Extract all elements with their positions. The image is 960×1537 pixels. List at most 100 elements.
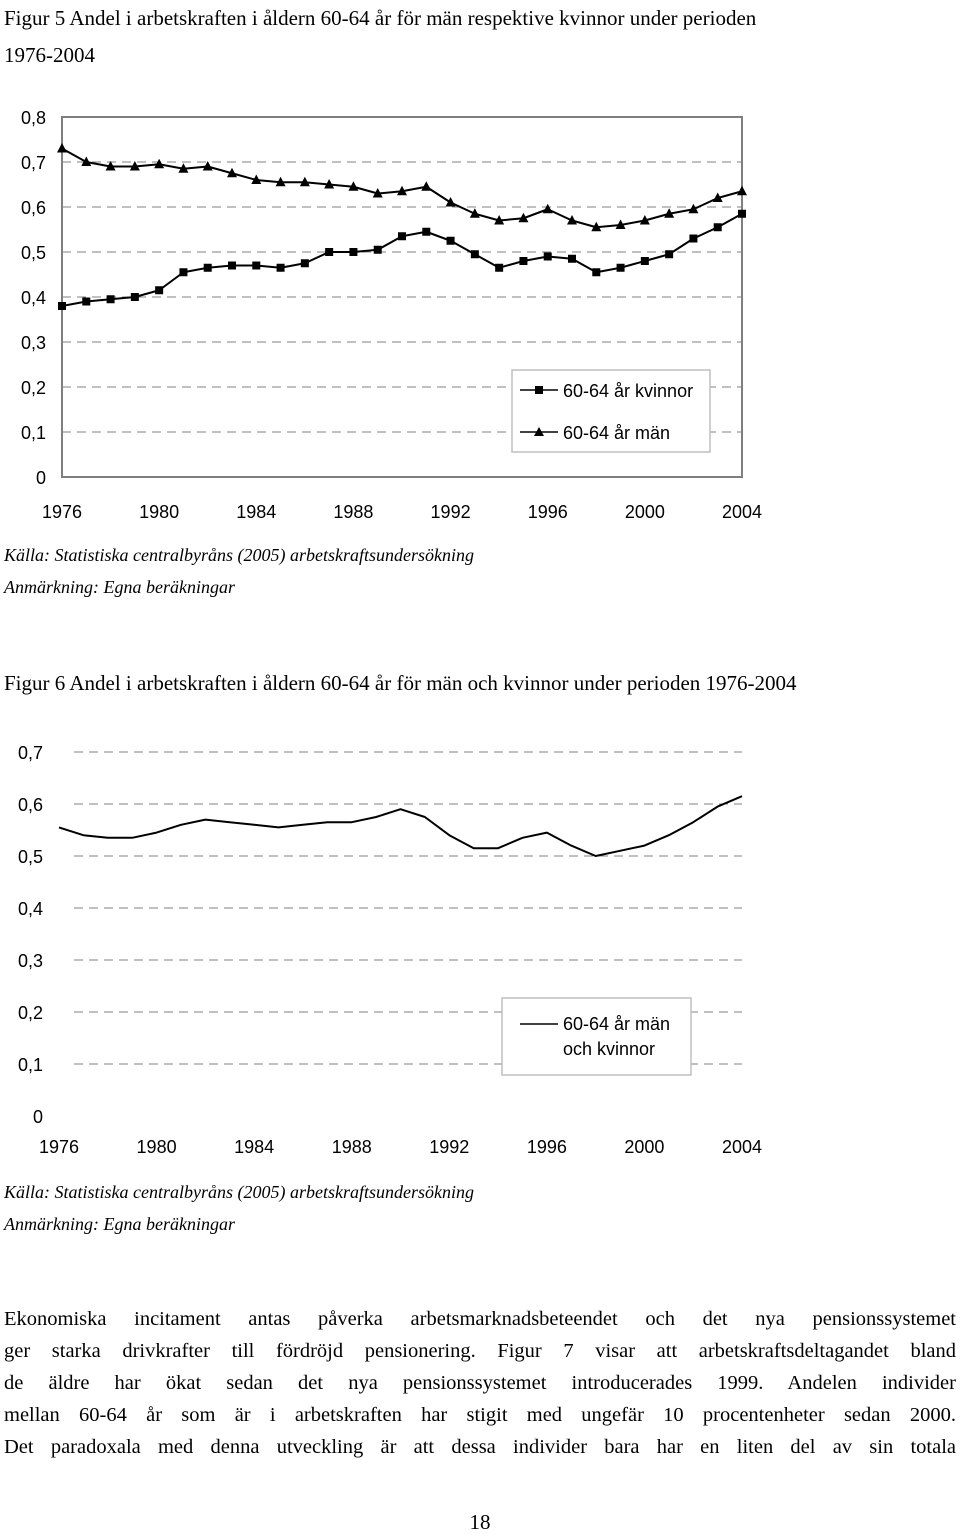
figure5-legend-box: [511, 369, 711, 453]
x-tick-label: 1980: [137, 1137, 177, 1157]
data-point-square: [495, 263, 504, 272]
x-tick-label: 1992: [431, 502, 471, 522]
data-point-triangle: [469, 208, 480, 218]
series-line-1: [58, 795, 743, 857]
data-point-triangle: [178, 163, 189, 173]
x-tick-label: 1996: [527, 1137, 567, 1157]
x-tick-label: 1992: [429, 1137, 469, 1157]
data-point-square: [422, 227, 431, 236]
data-point-triangle: [129, 161, 140, 171]
x-tick-label: 1988: [332, 1137, 372, 1157]
x-tick-label: 1996: [528, 502, 568, 522]
data-point-triangle: [227, 167, 237, 178]
figure6-y-tick-labels: 0 0,1 0,2 0,3 0,4 0,5 0,6 0,7: [18, 743, 43, 1127]
y-tick-label: 0,2: [21, 378, 46, 398]
data-point-triangle: [348, 181, 359, 191]
data-point-square: [713, 223, 722, 232]
legend-kvinnor-square-icon: [535, 386, 543, 394]
paragraph-line-5: Det paradoxala med denna utveckling är a…: [4, 1436, 956, 1458]
data-point-square: [592, 268, 601, 277]
data-point-triangle: [299, 176, 310, 187]
data-point-square: [543, 252, 552, 261]
body-paragraph: Ekonomiska incitament antas påverka arbe…: [4, 1303, 956, 1463]
paragraph-line-3: de äldre har ökat sedan det nya pensions…: [4, 1372, 956, 1394]
figure6-remark: Anmärkning: Egna beräkningar: [4, 1214, 235, 1234]
y-tick-label: 0,1: [18, 1055, 43, 1075]
y-tick-label: 0,7: [18, 743, 43, 763]
figure6-chart: 00,10,20,30,40,50,60,7 1976 1980 1984 1988 1…: [18, 743, 762, 1157]
x-tick-label: 1980: [139, 502, 179, 522]
data-point-square: [276, 263, 285, 272]
data-point-square: [349, 248, 358, 256]
data-point-triangle: [639, 215, 650, 225]
figure5-title-line2: 1976-2004: [4, 43, 95, 67]
data-point-triangle: [275, 176, 286, 187]
data-point-triangle: [421, 181, 432, 191]
data-point-triangle: [737, 185, 747, 196]
data-point-triangle: [615, 219, 626, 229]
data-point-triangle: [154, 158, 165, 169]
figure6-legend-box: [501, 997, 692, 1076]
x-tick-label: 1988: [333, 502, 373, 522]
legend-combined-label-line2: och kvinnor: [563, 1039, 655, 1059]
data-point-square: [519, 257, 528, 265]
y-tick-label: 0,6: [21, 198, 46, 218]
y-tick-label: 0,2: [18, 1003, 43, 1023]
data-point-triangle: [372, 188, 383, 198]
y-tick-label: 0,1: [21, 423, 46, 443]
y-tick-label: 0,3: [21, 333, 46, 353]
y-tick-label: 0: [36, 468, 46, 488]
y-tick-label: 0,6: [18, 795, 43, 815]
data-point-triangle: [57, 143, 67, 153]
data-point-square: [738, 209, 746, 218]
data-point-square: [398, 232, 406, 241]
x-tick-label: 2000: [625, 502, 665, 522]
y-tick-label: 0: [33, 1107, 43, 1127]
x-tick-label: 1984: [236, 502, 276, 522]
page-number: 18: [469, 1510, 491, 1534]
figure5-series: [57, 143, 747, 310]
data-point-triangle: [567, 215, 577, 225]
y-tick-label: 0,4: [21, 288, 46, 308]
figure6-legend: 60-64 år män och kvinnor: [501, 997, 692, 1076]
x-tick-label: 2004: [722, 1137, 762, 1157]
figure5-title: Figur 5 Andel i arbetskraften i åldern 6…: [4, 0, 959, 74]
data-point-square: [325, 248, 334, 256]
data-point-triangle: [324, 179, 335, 189]
figure6-x-tick-labels: 1976 1980 1984 1988 1992 1996 2000 2004: [39, 1137, 762, 1157]
data-point-triangle: [445, 197, 456, 207]
paragraph-line-2: ger starka drivkrafter till fördröjd pen…: [4, 1340, 956, 1362]
legend-man-label: 60-64 år män: [563, 423, 670, 443]
data-point-square: [252, 261, 261, 270]
figure6-title: Figur 6 Andel i arbetskraften i åldern 6…: [4, 671, 797, 695]
data-point-square: [665, 250, 674, 259]
figure5-title-line1: Figur 5 Andel i arbetskraften i åldern 6…: [4, 6, 757, 30]
data-point-triangle: [251, 174, 262, 184]
figure6-source: Källa: Statistiska centralbyråns (2005) …: [4, 1182, 474, 1202]
data-point-triangle: [664, 208, 675, 218]
y-tick-label: 0,8: [21, 108, 46, 128]
figure5-legend: 60-64 år kvinnor 60-64 år män: [511, 369, 711, 453]
legend-kvinnor-label: 60-64 år kvinnor: [563, 381, 693, 401]
data-point-square: [130, 293, 139, 301]
figure5-gridlines: [62, 161, 742, 433]
figure5-y-tick-labels: 0 0,1 0,2 0,3 0,4 0,5 0,6 0,7 0,8: [21, 108, 46, 488]
y-tick-label: 0,4: [18, 899, 43, 919]
figure5-chart: 00,10,20,30,40,50,60,70,8 1976 1980 1984 19…: [21, 108, 762, 522]
paragraph-line-1: Ekonomiska incitament antas påverka arbe…: [4, 1308, 956, 1330]
data-point-square: [373, 245, 382, 254]
data-point-square: [640, 257, 649, 265]
data-point-square: [82, 297, 91, 306]
data-point-triangle: [591, 221, 602, 232]
data-point-triangle: [202, 161, 213, 171]
series-line-1: [61, 212, 743, 307]
figure5-x-tick-labels: 1976 1980 1984 1988 1992 1996 2000 2004: [42, 502, 762, 522]
x-tick-label: 1976: [42, 502, 82, 522]
figure6-series: [58, 795, 743, 857]
legend-combined-label-line1: 60-64 år män: [563, 1014, 670, 1034]
data-point-square: [616, 263, 625, 272]
data-point-square: [58, 302, 66, 310]
data-point-square: [568, 254, 576, 263]
x-tick-label: 1976: [39, 1137, 79, 1157]
data-point-triangle: [712, 192, 723, 202]
